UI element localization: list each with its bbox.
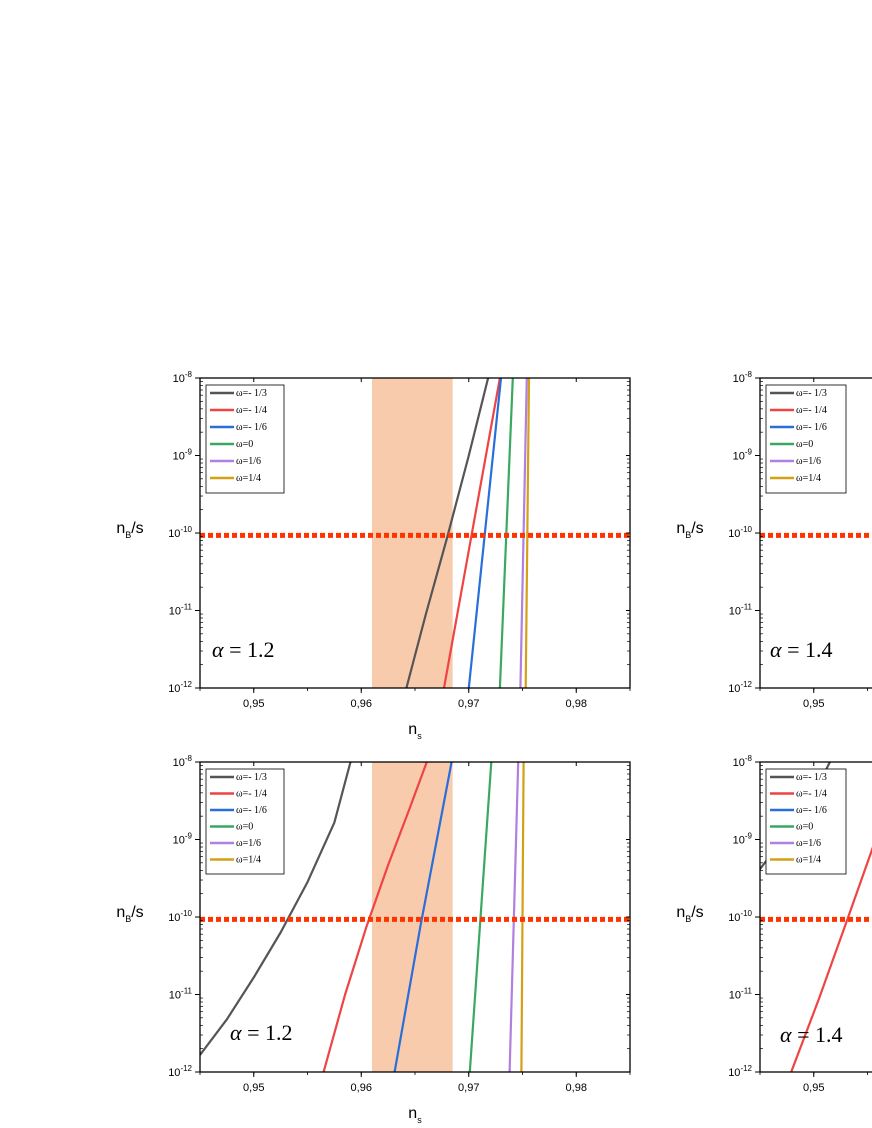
y-tick-label: 10-12 <box>728 680 752 695</box>
false: ns <box>408 1105 422 1125</box>
series-line-5 <box>524 378 531 688</box>
y-tick-label: 10-10 <box>168 909 192 924</box>
y-tick-label: 10-8 <box>733 754 753 769</box>
x-tick-label: 0,98 <box>566 698 587 710</box>
legend-box <box>765 768 847 875</box>
y-tick-label: 10-8 <box>173 754 193 769</box>
false: ns <box>408 721 422 741</box>
legend: ω=- 1/3 ω=- 1/4 ω=- 1/6 ω=0 ω=1/6 ω=1/4 <box>205 768 285 875</box>
series-line-2 <box>393 762 453 1072</box>
legend-label: ω=- 1/4 <box>796 789 827 800</box>
y-tick-label: 10-12 <box>168 680 192 695</box>
true: nB/s <box>676 520 703 540</box>
alpha-annotation: α = 1.4 <box>780 1022 842 1047</box>
chart-panel-top-left: 0,95 0,96 0,97 0,98 10-12 10-11 10-10 10-9 10-8 n… <box>116 370 631 741</box>
series-line-0 <box>200 762 352 1056</box>
chart-panel-bottom-left: 0,95 0,96 0,97 0,98 10-12 10-11 10-10 10-9 10-8 n… <box>116 754 631 1125</box>
x-tick-label: 0,95 <box>803 698 824 710</box>
legend-label: ω=0 <box>236 822 253 833</box>
legend: ω=- 1/3 ω=- 1/4 ω=- 1/6 ω=0 ω=1/6 ω=1/4 <box>765 768 847 875</box>
y-tick-label: 10-9 <box>733 448 753 463</box>
true: nB/s <box>116 520 143 540</box>
x-tick-label: 0,95 <box>243 698 264 710</box>
legend-label: ω=- 1/6 <box>796 805 827 816</box>
legend: ω=- 1/3 ω=- 1/4 ω=- 1/6 ω=0 ω=1/6 ω=1/4 <box>765 384 847 494</box>
y-tick-label: 10-11 <box>729 603 753 618</box>
legend-label: ω=- 1/4 <box>236 789 267 800</box>
y-tick-label: 10-8 <box>173 370 193 385</box>
x-tick-label: 0,96 <box>351 1082 372 1094</box>
y-tick-label: 10-8 <box>733 370 753 385</box>
legend-label: ω=1/4 <box>796 855 821 866</box>
legend-label: ω=1/6 <box>236 838 261 849</box>
y-tick-label: 10-10 <box>168 525 192 540</box>
legend-label: ω=- 1/3 <box>236 772 267 783</box>
legend-label: ω=0 <box>796 822 813 833</box>
legend-label: ω=- 1/3 <box>236 388 267 399</box>
x-tick-label: 0,97 <box>458 1082 479 1094</box>
legend-label: ω=- 1/6 <box>236 422 267 433</box>
y-tick-label: 10-12 <box>728 1064 752 1079</box>
legend-label: ω=- 1/4 <box>236 405 267 416</box>
legend-box <box>205 768 285 875</box>
y-tick-label: 10-10 <box>728 909 752 924</box>
legend-label: ω=1/4 <box>236 473 261 484</box>
x-tick-label: 0,95 <box>803 1082 824 1094</box>
plot-area <box>200 378 630 688</box>
y-tick-label: 10-11 <box>169 603 193 618</box>
legend-label: ω=- 1/6 <box>796 422 827 433</box>
y-tick-label: 10-12 <box>168 1064 192 1079</box>
legend-label: ω=0 <box>796 439 813 450</box>
legend-label: ω=- 1/3 <box>796 772 827 783</box>
y-tick-label: 10-11 <box>169 987 193 1002</box>
true: nB/s <box>116 904 143 924</box>
legend: ω=- 1/3 ω=- 1/4 ω=- 1/6 ω=0 ω=1/6 ω=1/4 <box>205 384 285 494</box>
legend-label: ω=1/6 <box>236 456 261 467</box>
y-tick-label: 10-9 <box>733 832 753 847</box>
legend-label: ω=1/4 <box>236 855 261 866</box>
y-tick-label: 10-10 <box>728 525 752 540</box>
alpha-annotation: α = 1.2 <box>212 637 274 662</box>
alpha-annotation: α = 1.4 <box>770 637 832 662</box>
series-line-1 <box>442 378 501 688</box>
legend-label: ω=0 <box>236 439 253 450</box>
y-tick-label: 10-11 <box>729 987 753 1002</box>
x-tick-label: 0,97 <box>458 698 479 710</box>
legend-label: ω=- 1/4 <box>796 405 827 416</box>
series-line-1 <box>790 846 872 1072</box>
legend-label: ω=- 1/6 <box>236 805 267 816</box>
x-tick-label: 0,98 <box>566 1082 587 1094</box>
series-line-0 <box>405 378 490 688</box>
legend-label: ω=1/6 <box>796 456 821 467</box>
x-tick-label: 0,95 <box>243 1082 264 1094</box>
series-line-1 <box>322 762 428 1072</box>
legend-box <box>765 384 847 494</box>
y-tick-label: 10-9 <box>173 448 193 463</box>
legend-box <box>205 384 285 494</box>
plot-area <box>200 762 630 1072</box>
true: nB/s <box>676 904 703 924</box>
legend-label: ω=1/4 <box>796 473 821 484</box>
legend-label: ω=- 1/3 <box>796 388 827 399</box>
x-tick-label: 0,96 <box>351 698 372 710</box>
legend-label: ω=1/6 <box>796 838 821 849</box>
y-tick-label: 10-9 <box>173 832 193 847</box>
alpha-annotation: α = 1.2 <box>230 1020 292 1045</box>
